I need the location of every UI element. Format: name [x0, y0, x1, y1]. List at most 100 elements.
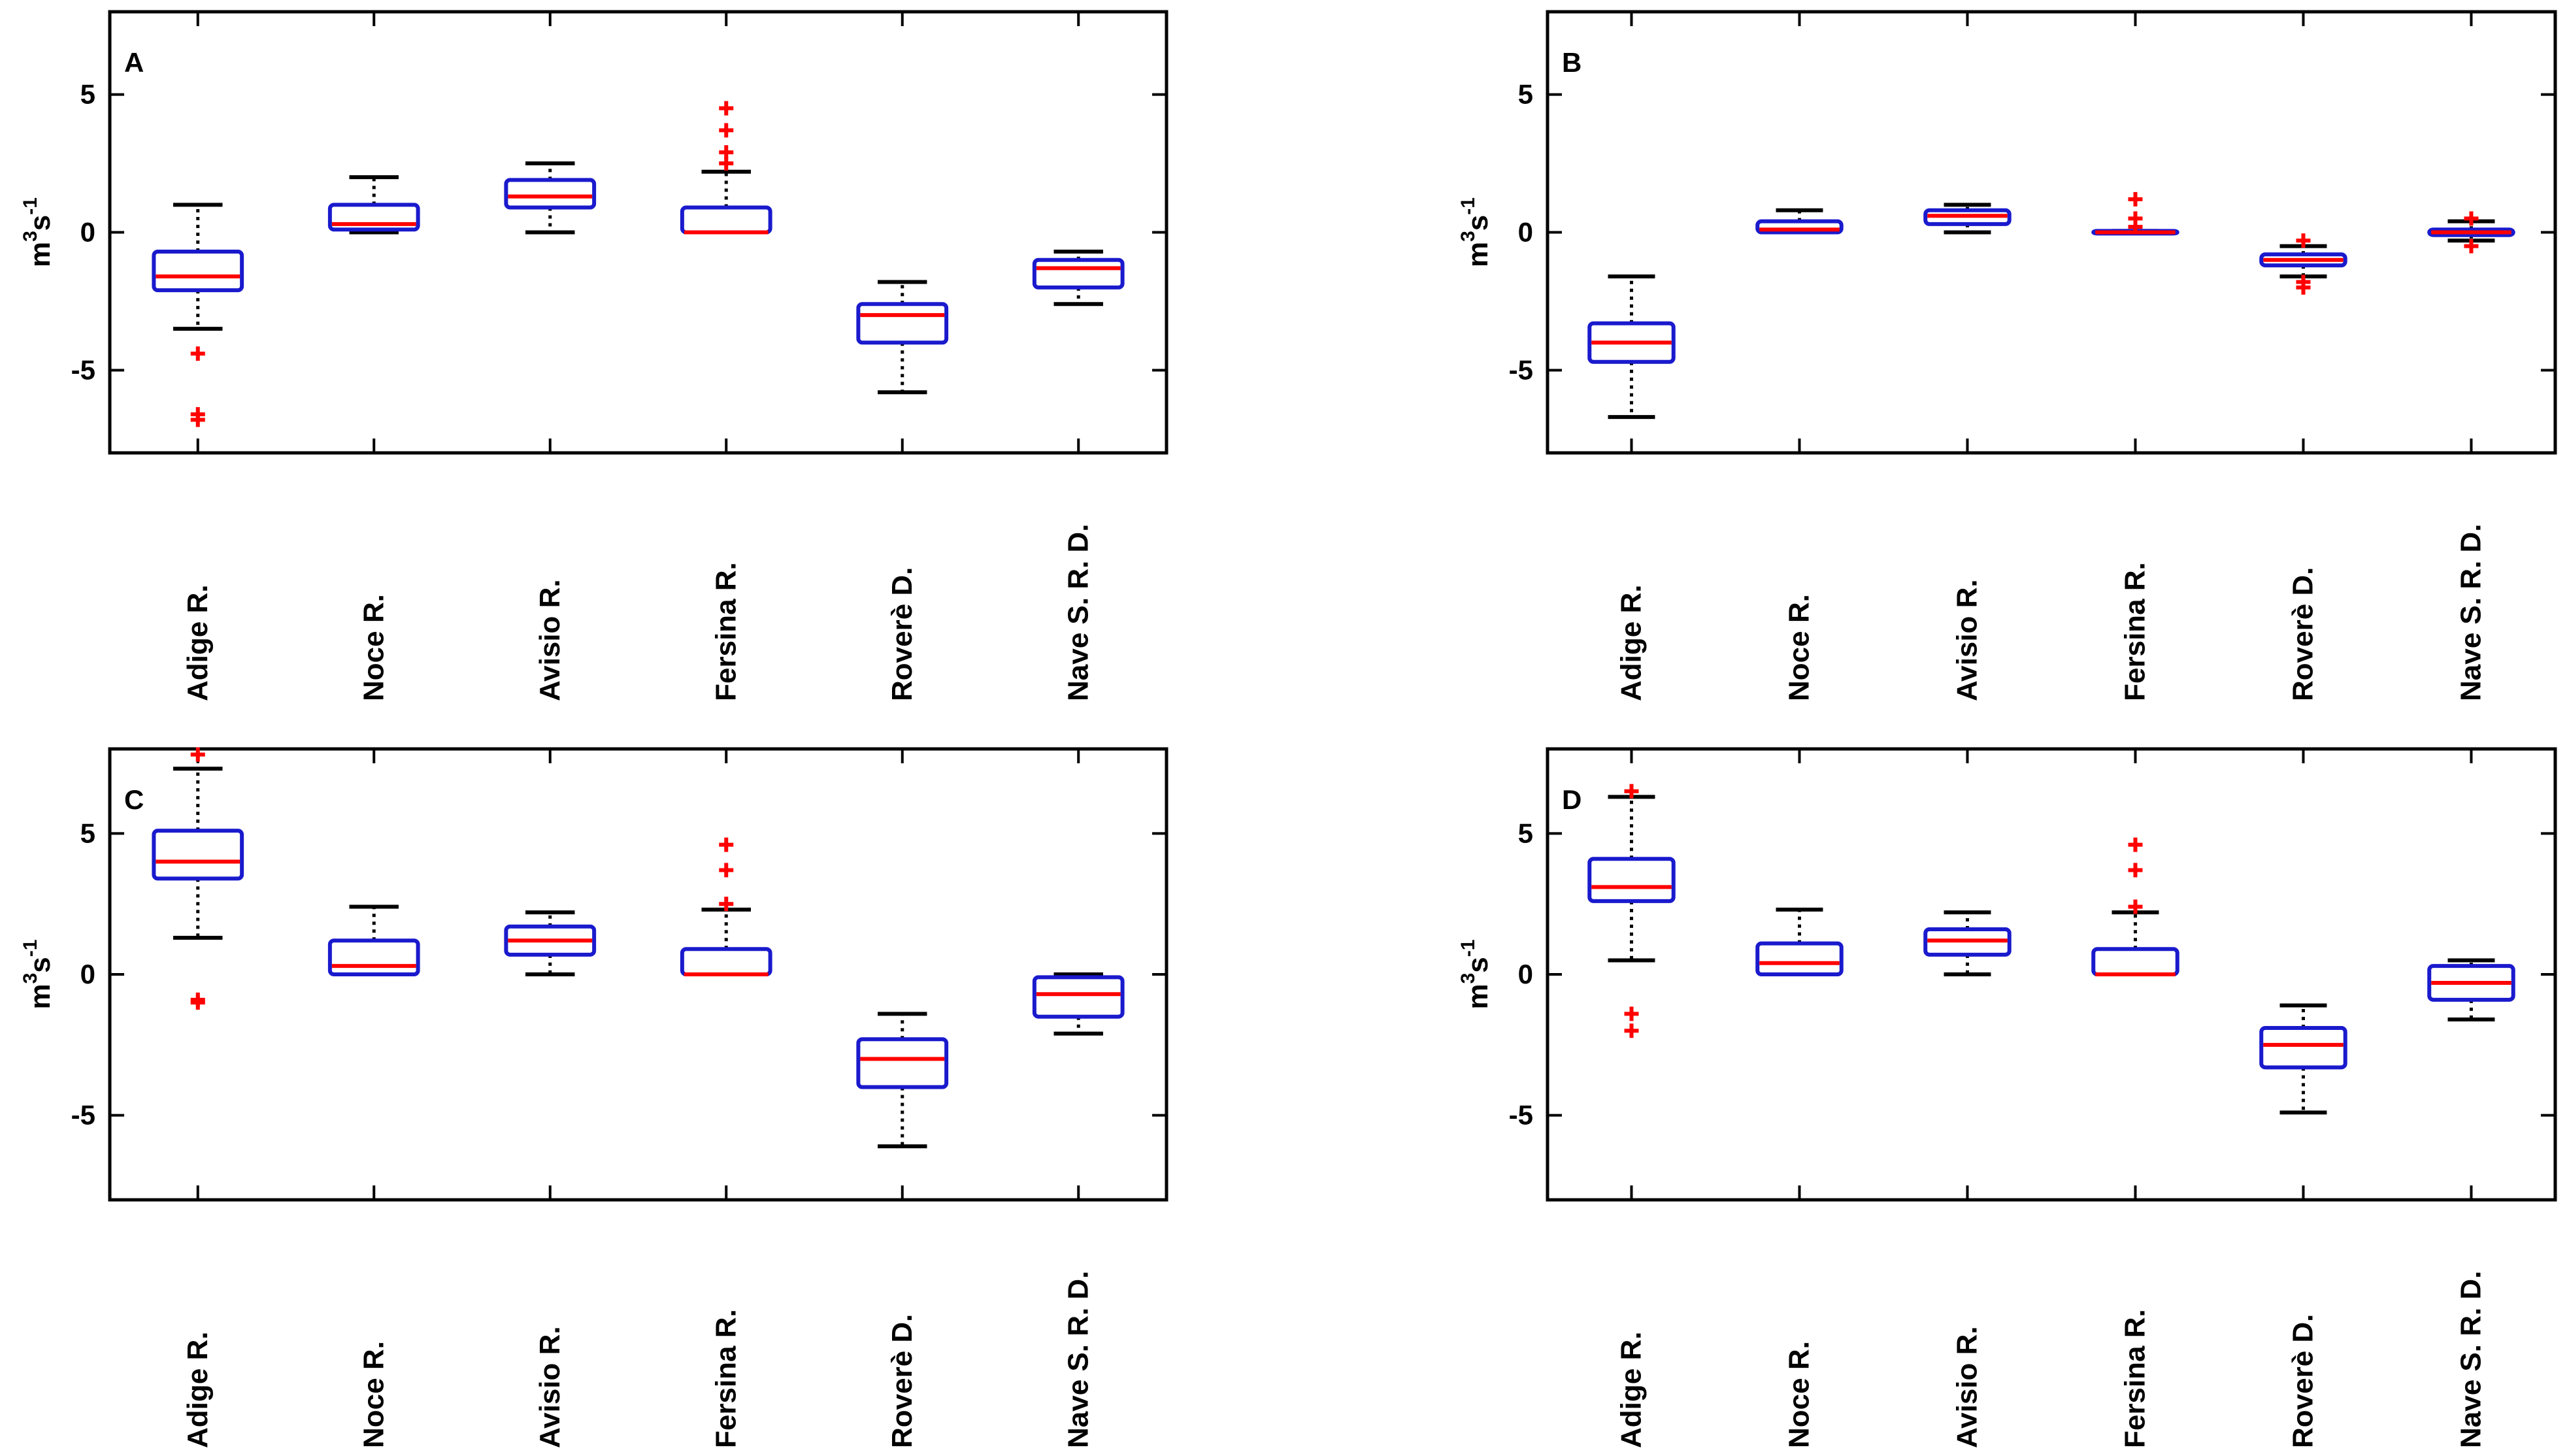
outlier-marker	[190, 747, 205, 762]
y-tick-label: 5	[1518, 818, 1533, 848]
box-iqr	[680, 205, 772, 235]
outlier-marker	[1624, 1006, 1639, 1021]
category-label: Roverè D.	[886, 567, 918, 701]
boxplot-1	[152, 747, 244, 1010]
boxplot-3	[504, 161, 597, 235]
outlier-marker	[719, 101, 734, 116]
y-axis-label: m3s-1	[1457, 197, 1494, 267]
y-axis-label-unit: s	[24, 957, 56, 972]
axes-frame	[1546, 10, 2557, 455]
y-tick-label: 0	[80, 217, 95, 248]
category-label: Noce R.	[357, 1341, 389, 1448]
boxplot-2	[327, 904, 420, 976]
boxplot-3	[1923, 203, 2012, 235]
y-axis-label-unit: s	[1462, 957, 1494, 972]
boxplot-4	[680, 837, 772, 976]
outlier-marker	[2128, 863, 2143, 878]
y-axis-label-unit: s	[24, 215, 56, 231]
outlier-marker	[719, 123, 734, 138]
boxplot-6	[1032, 250, 1125, 306]
box-iqr	[1032, 257, 1125, 290]
outlier-marker	[1624, 784, 1639, 799]
outlier-marker	[2128, 899, 2143, 914]
outlier-marker	[190, 995, 205, 1010]
category-label: Nave S. R. D.	[2455, 1271, 2487, 1448]
panel-label: B	[1562, 47, 1582, 78]
y-axis-label: m3s-1	[20, 940, 56, 1010]
category-label: Noce R.	[357, 594, 389, 701]
outlier-marker	[719, 863, 734, 878]
y-tick-label: 5	[80, 79, 95, 110]
axes-frame	[108, 10, 1168, 455]
category-label: Nave S. R. D.	[1062, 524, 1094, 701]
boxplot-1	[1587, 274, 1676, 420]
category-label: Adige R.	[1615, 585, 1648, 701]
y-axis-label-unit: s	[1462, 215, 1494, 231]
boxplot-4	[2091, 837, 2179, 976]
y-axis-label-unit: m	[24, 242, 56, 267]
y-axis-label-exponent: 3	[20, 973, 41, 984]
y-tick-label: -5	[71, 1100, 95, 1131]
y-axis-label-exponent: -1	[20, 197, 41, 215]
category-label: Fersina R.	[2119, 1309, 2151, 1448]
box-iqr	[152, 250, 244, 293]
y-tick-label: -5	[1509, 354, 1533, 385]
box-iqr	[1587, 857, 1676, 903]
boxplot-4	[2091, 191, 2179, 236]
outlier-marker	[719, 145, 734, 160]
panel-label: C	[124, 784, 144, 815]
category-label: Adige R.	[182, 585, 214, 701]
box-iqr	[1032, 975, 1125, 1019]
boxplot-6	[2427, 211, 2515, 254]
panel-label: A	[124, 47, 144, 78]
boxplot-6	[1032, 972, 1125, 1036]
panel-label: D	[1562, 784, 1582, 815]
outlier-marker	[2296, 233, 2311, 248]
outlier-marker	[1624, 1023, 1639, 1038]
outlier-marker	[2128, 191, 2143, 207]
boxplot-3	[504, 910, 597, 976]
outlier-marker	[2128, 837, 2143, 852]
outlier-marker	[190, 346, 205, 361]
y-axis-label-exponent: 3	[1457, 973, 1479, 984]
box-iqr	[504, 178, 597, 210]
boxplot-1	[152, 203, 244, 427]
category-label: Avisio R.	[1951, 1326, 1983, 1448]
boxplot-2	[1755, 208, 1844, 235]
category-label: Fersina R.	[710, 1309, 742, 1448]
boxplot-5	[2259, 233, 2347, 295]
y-tick-label: 0	[80, 959, 95, 989]
y-axis-label: m3s-1	[1457, 940, 1494, 1010]
boxplot-1	[1587, 784, 1676, 1038]
boxplot-4	[680, 101, 772, 235]
category-label: Adige R.	[1615, 1332, 1648, 1448]
boxplot-2	[327, 175, 420, 235]
category-label: Adige R.	[182, 1332, 214, 1448]
category-label: Fersina R.	[710, 562, 742, 701]
outlier-marker	[2128, 211, 2143, 226]
y-axis-label-unit: m	[1462, 242, 1494, 267]
boxplot-6	[2427, 958, 2515, 1021]
category-label: Roverè D.	[886, 1314, 918, 1448]
category-label: Noce R.	[1783, 1341, 1815, 1448]
category-label: Roverè D.	[2287, 1314, 2319, 1448]
y-axis-label-exponent: -1	[20, 940, 41, 957]
boxplot-5	[856, 1012, 949, 1149]
box-iqr	[2259, 1025, 2347, 1070]
y-axis-label-unit: m	[1462, 984, 1494, 1009]
box-iqr	[2091, 947, 2179, 976]
box-iqr	[856, 302, 949, 345]
category-label: Avisio R.	[534, 579, 566, 701]
category-label: Avisio R.	[534, 1326, 566, 1448]
box-iqr	[327, 938, 420, 976]
y-axis-label-unit: m	[24, 984, 56, 1009]
box-iqr	[1755, 941, 1844, 976]
y-tick-label: 0	[1518, 959, 1533, 989]
boxplot-2	[1755, 907, 1844, 976]
box-iqr	[152, 829, 244, 881]
box-iqr	[856, 1037, 949, 1089]
